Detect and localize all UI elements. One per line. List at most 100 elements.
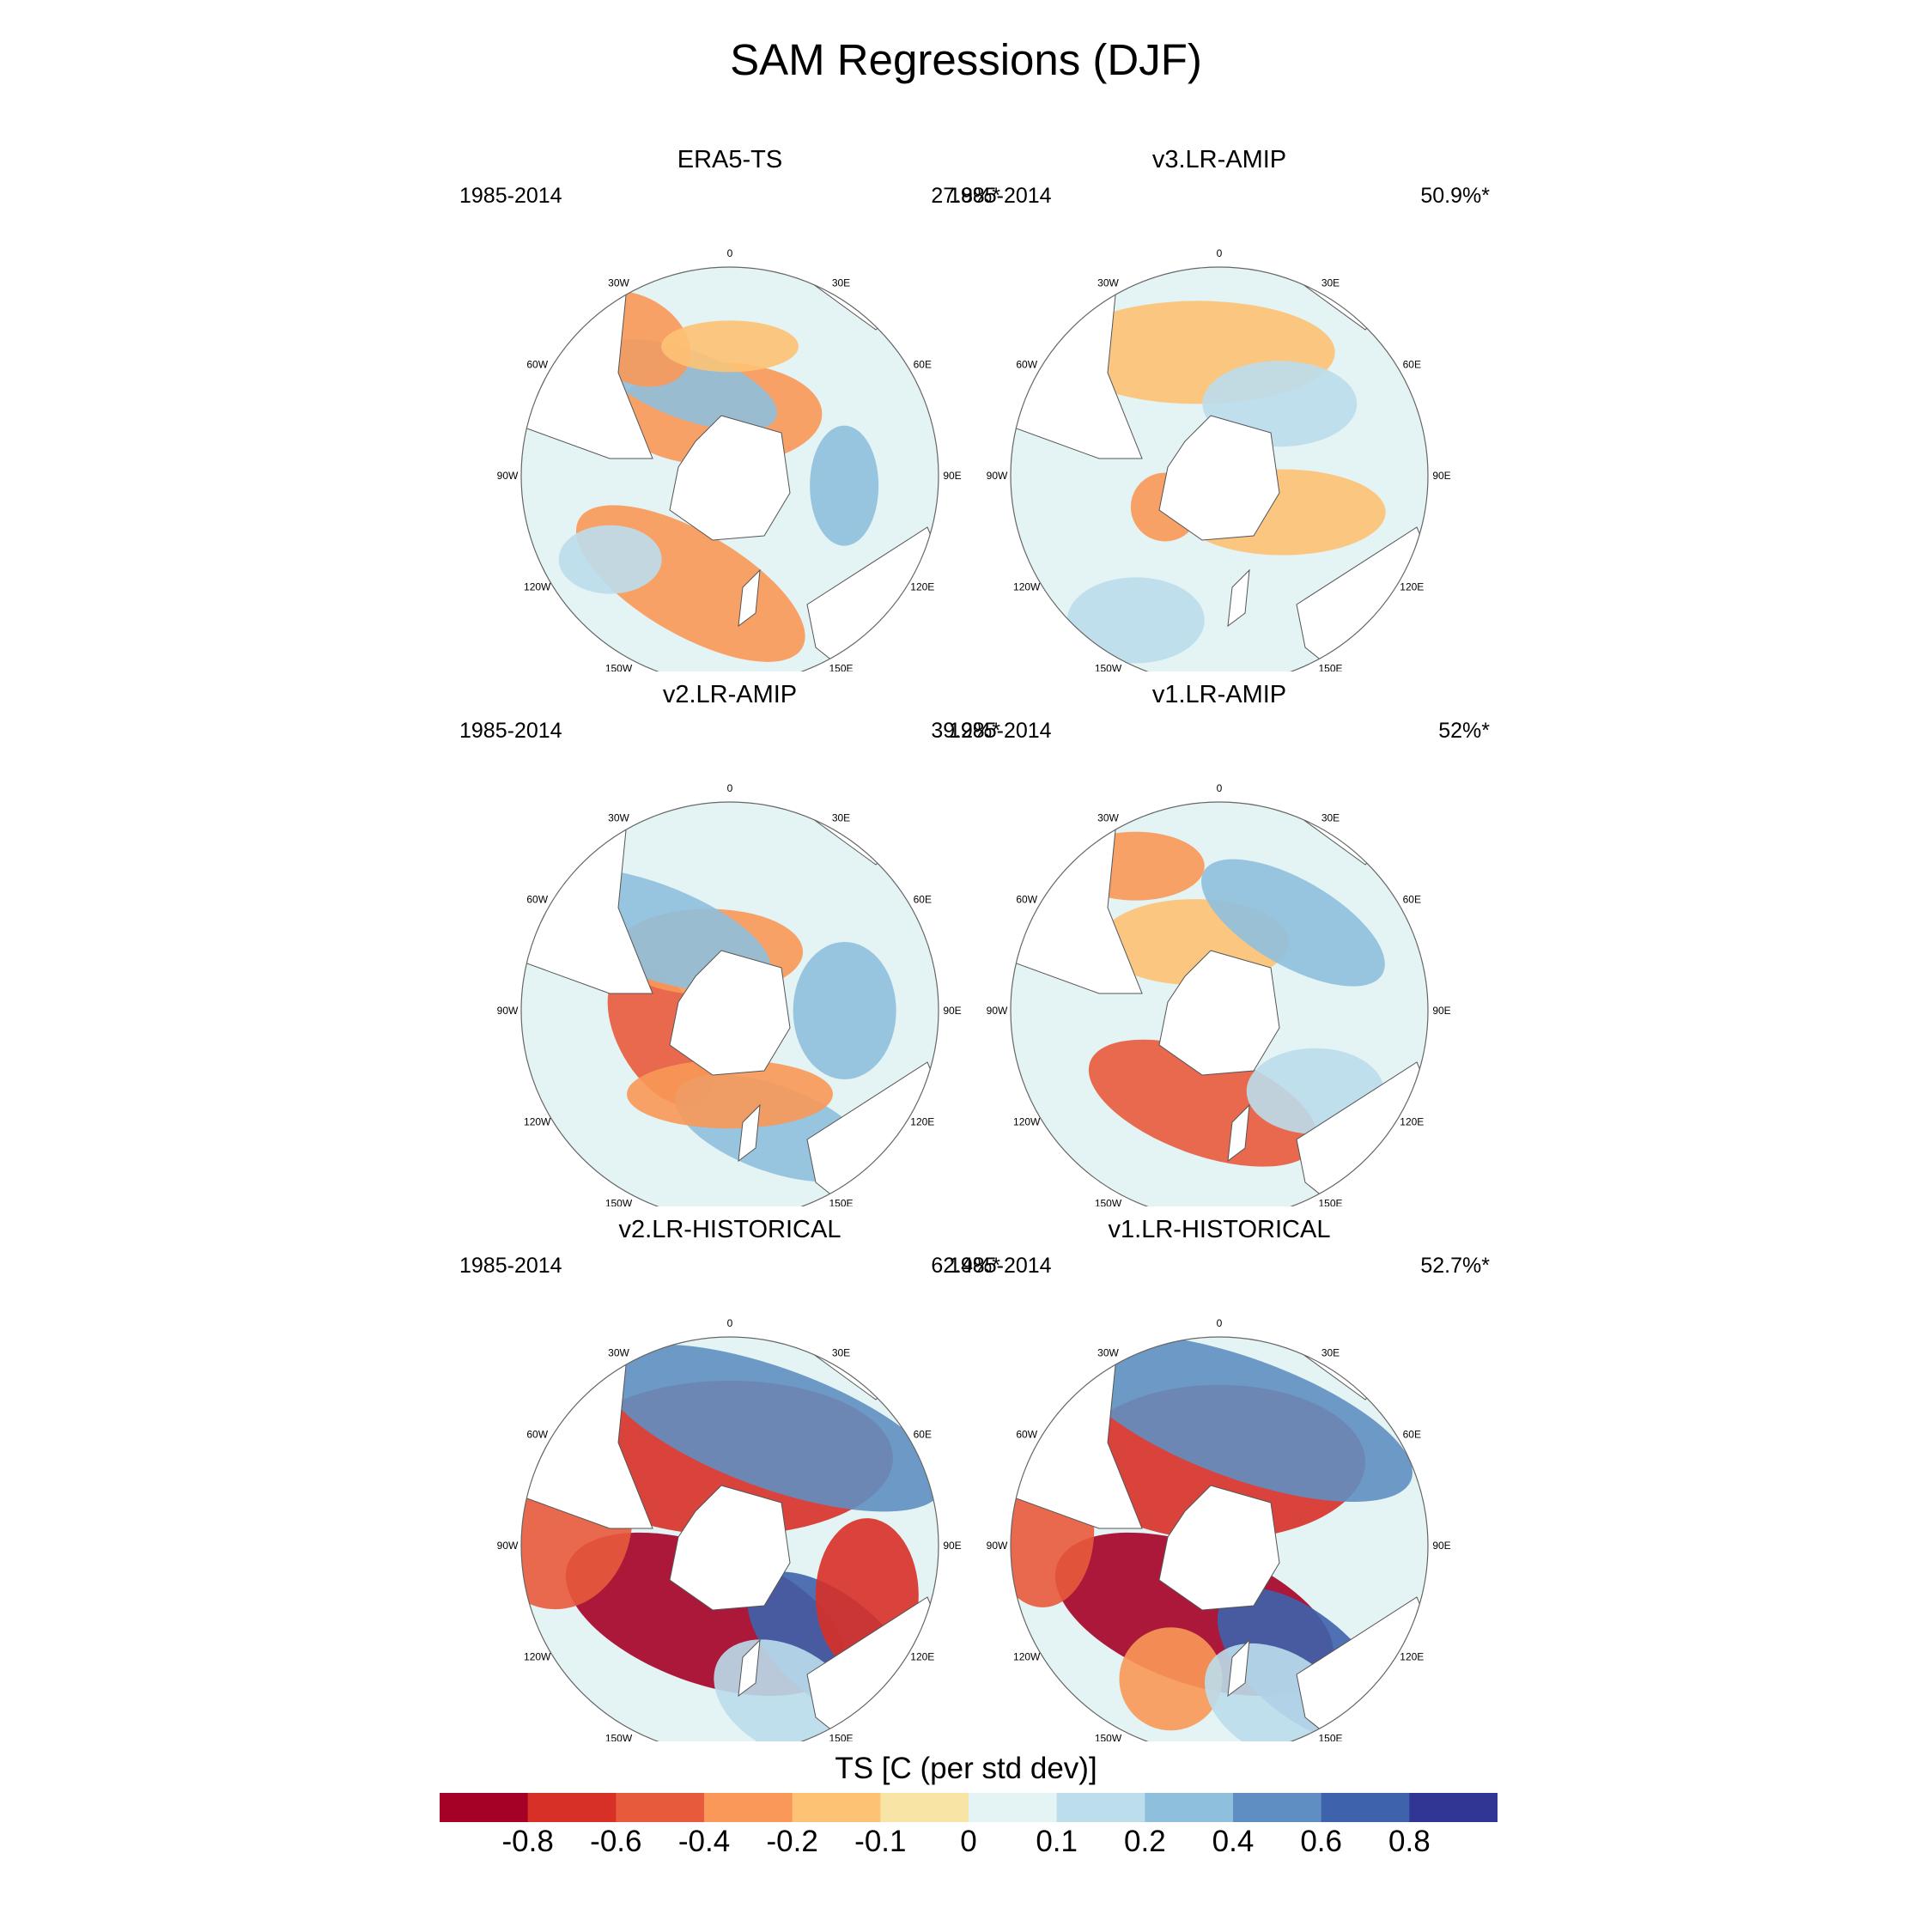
longitude-label: 150W <box>1095 662 1122 671</box>
longitude-label: 150E <box>1318 1732 1342 1741</box>
longitude-label: 30E <box>1321 277 1340 289</box>
south-america-land <box>1011 802 1143 994</box>
longitude-label: 90E <box>943 1540 961 1552</box>
colorbar-swatch <box>704 1793 793 1822</box>
longitude-label: 120E <box>1400 1651 1424 1663</box>
longitude-label: 60W <box>1016 1429 1037 1441</box>
field-blob <box>1071 1337 1413 1503</box>
panel-title: v1.LR-AMIP <box>1151 681 1287 708</box>
longitude-label: 30W <box>608 1347 629 1359</box>
longitude-label: 120E <box>1400 581 1424 593</box>
longitude-label: 0 <box>1217 782 1223 794</box>
new-zealand-land <box>738 568 761 628</box>
longitude-label: 90W <box>987 1540 1008 1552</box>
map-boundary <box>520 266 939 671</box>
colorbar-swatch <box>1056 1793 1145 1822</box>
longitude-label: 120E <box>910 1651 934 1663</box>
longitude-label: 150W <box>605 1732 633 1741</box>
map-boundary <box>1010 266 1429 671</box>
field-blob <box>1119 1627 1223 1731</box>
map-boundary <box>520 801 939 1206</box>
longitude-label: 60W <box>1016 359 1037 371</box>
colorbar-tick-labels: -0.8 -0.6 -0.4 -0.2 -0.1 0 0.1 0.2 0.4 0.6 0.8 <box>0 1825 1932 1868</box>
longitude-label: 90E <box>943 470 961 482</box>
antarctica-land <box>1158 950 1280 1076</box>
longitude-label: 150E <box>829 1197 853 1206</box>
panel-period: 1985-2014 <box>459 719 562 743</box>
longitude-label: 90E <box>943 1005 961 1017</box>
panel-variance-percent: 39.2%* <box>931 719 1000 743</box>
colorbar-swatch <box>616 1793 705 1822</box>
colorbar-swatch <box>792 1793 881 1822</box>
map-panel: v2.LR-AMIP 1985-2014 39.2%* 0 30E 60E 90E 120E 1… <box>447 681 1013 1206</box>
map-boundary <box>1010 1336 1429 1741</box>
longitude-label: 90E <box>1432 470 1450 482</box>
longitude-label: 90W <box>987 470 1008 482</box>
map-panel: v1.LR-HISTORICAL 1985-2014 52.7%* 0 30E 60E 90… <box>936 1216 1503 1741</box>
colorbar-tick-label: 0.2 <box>1124 1825 1166 1858</box>
longitude-label: 150E <box>1318 662 1342 671</box>
field-blob <box>1066 577 1205 664</box>
south-america-land <box>1011 1337 1143 1529</box>
map-panel: v3.LR-AMIP 1985-2014 50.9%* 0 30E 60E 90E 120E 1… <box>936 146 1503 671</box>
colorbar-title: TS [C (per std dev)] <box>835 1752 1097 1785</box>
antarctica-land <box>1158 1485 1280 1611</box>
field-shading <box>1011 802 1428 1206</box>
field-blob <box>602 1344 939 1512</box>
longitude-label: 120W <box>524 581 551 593</box>
longitude-label: 30E <box>1321 812 1340 824</box>
longitude-label: 150E <box>1318 1197 1342 1206</box>
longitude-label: 60E <box>1403 359 1421 371</box>
longitude-label: 90W <box>497 470 519 482</box>
longitude-label: 30E <box>832 812 850 824</box>
polar-map: 030E60E90E120E150E180150W120W90W60W30W <box>987 1317 1451 1741</box>
longitude-label: 60E <box>1403 894 1421 906</box>
colorbar-swatch <box>1233 1793 1322 1822</box>
longitude-label: 120E <box>910 1116 934 1128</box>
panel-variance-percent: 62.4%* <box>931 1254 1000 1278</box>
longitude-label: 150W <box>605 662 633 671</box>
panel-title: v2.LR-AMIP <box>662 681 798 708</box>
polar-map: 030E60E90E120E150E180150W120W90W60W30W <box>987 247 1451 671</box>
antarctica-land <box>669 950 791 1076</box>
new-zealand-land <box>738 1638 761 1698</box>
field-shading <box>1011 267 1428 671</box>
colorbar-tick-label: -0.4 <box>677 1825 731 1858</box>
polar-map: 030E60E90E120E150E180150W120W90W60W30W <box>497 1317 962 1741</box>
longitude-label: 90E <box>1432 1005 1450 1017</box>
longitude-label: 150E <box>829 662 853 671</box>
longitude-label: 60E <box>914 359 932 371</box>
colorbar-tick-label: 0.8 <box>1388 1825 1431 1858</box>
longitude-label: 60W <box>526 359 548 371</box>
field-blob <box>1088 1039 1318 1167</box>
colorbar-swatch <box>880 1793 969 1822</box>
longitude-label: 0 <box>1217 247 1223 259</box>
colorbar-swatch <box>440 1793 529 1822</box>
longitude-label: 90W <box>497 1540 519 1552</box>
map-panel: v1.LR-AMIP 1985-2014 52%* 0 30E 60E 90E 120E 150… <box>936 681 1503 1206</box>
new-zealand-land <box>1227 568 1250 628</box>
longitude-label: 120E <box>910 581 934 593</box>
field-shading <box>521 1337 939 1741</box>
field-shading <box>521 802 939 1206</box>
longitude-label: 150W <box>1095 1197 1122 1206</box>
longitude-label: 60W <box>526 894 548 906</box>
colorbar-tick-label: 0.4 <box>1212 1825 1255 1858</box>
field-blob <box>1201 859 1385 987</box>
south-america-land <box>1011 267 1143 459</box>
field-blob <box>627 1060 833 1129</box>
longitude-label: 60E <box>914 894 932 906</box>
longitude-label: 150W <box>605 1197 633 1206</box>
panel-variance-percent: 27.8%* <box>931 184 1000 208</box>
field-shading <box>521 267 939 671</box>
colorbar-tick-label: -0.6 <box>590 1825 642 1858</box>
colorbar-tick-label: -0.2 <box>766 1825 818 1858</box>
longitude-label: 120W <box>524 1651 551 1663</box>
colorbar-swatch <box>1409 1793 1498 1822</box>
antarctica-land <box>1158 415 1280 541</box>
panel-variance-percent: 52%* <box>1438 719 1490 743</box>
longitude-label: 90W <box>497 1005 519 1017</box>
panel-period: 1985-2014 <box>459 1254 562 1278</box>
longitude-label: 30W <box>608 812 629 824</box>
longitude-label: 60E <box>914 1429 932 1441</box>
